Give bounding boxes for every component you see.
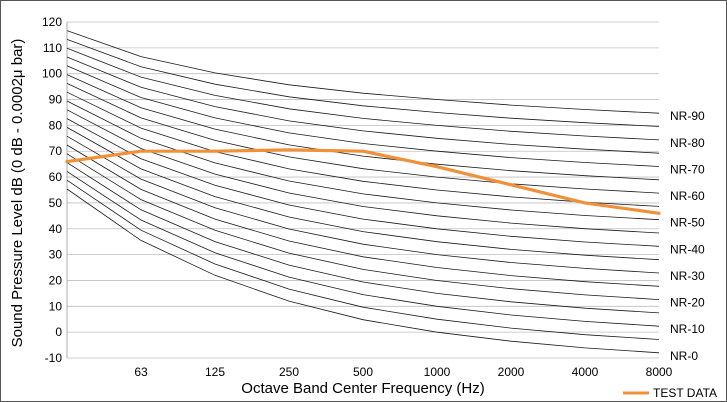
nr-curve-0 <box>66 188 660 354</box>
nr-curve-55 <box>66 91 660 207</box>
y-tick-label: 40 <box>49 222 63 236</box>
legend-label-test-data: TEST DATA <box>653 386 717 400</box>
nr-curve-35 <box>66 127 660 261</box>
x-tick-label: 4000 <box>572 365 599 379</box>
nr-label-40: NR-40 <box>670 242 705 256</box>
x-tick-label: 8000 <box>646 365 673 379</box>
x-tick-label: 125 <box>205 365 225 379</box>
test-data-series <box>65 148 661 215</box>
nr-curve-60 <box>66 83 660 194</box>
nr-label-0: NR-0 <box>670 349 698 363</box>
nr-curve-10 <box>66 171 660 327</box>
nr-curve-labels: NR-90 NR-80 NR-70 NR-60 NR-50 NR-40 NR-30 NR-20… <box>670 109 705 363</box>
nr-curve-90 <box>66 30 660 114</box>
x-tick-label: 63 <box>134 365 148 379</box>
nr-label-90: NR-90 <box>670 109 705 123</box>
nr-curve-25 <box>66 144 660 287</box>
y-tick-label: 100 <box>42 67 62 81</box>
y-tick-label: 110 <box>43 41 62 55</box>
y-tick-label: 50 <box>49 196 63 210</box>
nr-curve-40 <box>66 118 660 247</box>
nr-curve-30 <box>66 135 660 274</box>
nr-curve-20 <box>66 153 660 300</box>
nr-curve-lines <box>66 30 660 354</box>
y-tick-label: 60 <box>49 170 63 184</box>
nr-curve-80 <box>66 47 660 141</box>
nr-curve-70 <box>66 65 660 167</box>
y-tick-label: 80 <box>49 118 63 132</box>
nr-label-70: NR-70 <box>670 162 705 176</box>
x-tick-labels: 63 125 250 500 1000 2000 4000 8000 <box>134 365 672 379</box>
y-tick-label: 30 <box>49 248 63 262</box>
nr-curve-50 <box>66 100 660 221</box>
nr-curve-65 <box>66 74 660 181</box>
nr-label-20: NR-20 <box>670 296 705 310</box>
nr-curve-45 <box>66 109 660 234</box>
x-tick-label: 500 <box>353 365 373 379</box>
nr-curve-15 <box>66 162 660 314</box>
x-tick-label: 2000 <box>498 365 525 379</box>
nr-label-30: NR-30 <box>670 269 705 283</box>
y-tick-labels: -10 0 10 20 30 40 50 60 70 80 90 100 110 120 <box>42 15 62 365</box>
y-tick-label: 20 <box>49 273 63 287</box>
x-tick-label: 250 <box>279 365 299 379</box>
nr-label-60: NR-60 <box>670 189 705 203</box>
y-tick-label: -10 <box>45 351 63 365</box>
nr-curve-5 <box>66 179 660 340</box>
y-tick-label: 90 <box>49 93 63 107</box>
nr-label-10: NR-10 <box>670 322 705 336</box>
y-axis-title: Sound Pressure Level dB (0 dB - 0.0002μ … <box>9 39 26 348</box>
nr-curve-85 <box>66 39 660 127</box>
nr-label-80: NR-80 <box>670 136 705 150</box>
nr-curve-75 <box>66 56 660 154</box>
legend: TEST DATA <box>623 386 717 400</box>
x-tick-label: 1000 <box>424 365 451 379</box>
grid-lines <box>66 21 659 359</box>
y-tick-label: 0 <box>55 325 62 339</box>
y-tick-label: 10 <box>49 299 63 313</box>
y-tick-label: 70 <box>49 144 63 158</box>
x-axis-title: Octave Band Center Frequency (Hz) <box>241 380 484 397</box>
y-tick-label: 120 <box>42 15 62 29</box>
nr-label-50: NR-50 <box>670 216 705 230</box>
